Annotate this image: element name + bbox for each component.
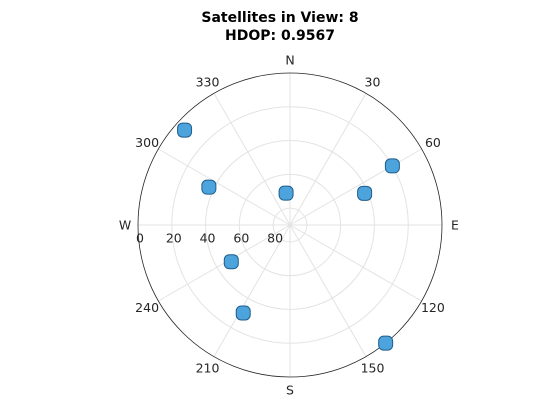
theta-gridline (289, 224, 367, 357)
satellite-marker (201, 179, 217, 195)
theta-gridline (289, 93, 367, 226)
chart-title: Satellites in View: 8 (201, 10, 359, 26)
theta-tick-label: 210 (196, 360, 220, 375)
r-tick-label: 40 (200, 231, 216, 246)
theta-tick-label: 150 (361, 360, 385, 375)
theta-gridline (213, 93, 291, 226)
satellite-marker (357, 185, 373, 201)
satellite-marker (278, 185, 294, 201)
satellite-marker (223, 254, 239, 270)
theta-tick-label: 120 (421, 300, 445, 315)
theta-tick-label: 300 (135, 135, 159, 150)
r-tick-label: 20 (166, 231, 182, 246)
theta-tick-label: W (119, 218, 131, 233)
theta-gridline (158, 148, 291, 226)
r-gridline (171, 106, 409, 344)
satellite-marker (235, 305, 251, 321)
r-gridline (205, 140, 375, 310)
satellite-marker (177, 122, 193, 138)
satellite-marker (378, 335, 394, 351)
theta-tick-label: N (285, 53, 294, 68)
r-gridline (272, 207, 308, 243)
theta-tick-label: E (451, 218, 459, 233)
theta-gridline (289, 148, 422, 226)
satellite-marker (384, 158, 400, 174)
theta-tick-label: 60 (425, 135, 441, 150)
theta-tick-label: S (286, 383, 294, 398)
polar-axis-boundary (137, 72, 443, 378)
theta-tick-label: 330 (196, 75, 220, 90)
r-tick-label: 80 (267, 231, 283, 246)
theta-tick-label: 30 (365, 75, 381, 90)
r-gridline (238, 173, 342, 277)
theta-gridline (289, 224, 422, 302)
r-tick-label: 60 (233, 231, 249, 246)
theta-gridline (213, 224, 291, 357)
chart-subtitle: HDOP: 0.9567 (225, 28, 335, 44)
r-tick-label: 0 (136, 231, 144, 246)
theta-tick-label: 240 (135, 300, 159, 315)
